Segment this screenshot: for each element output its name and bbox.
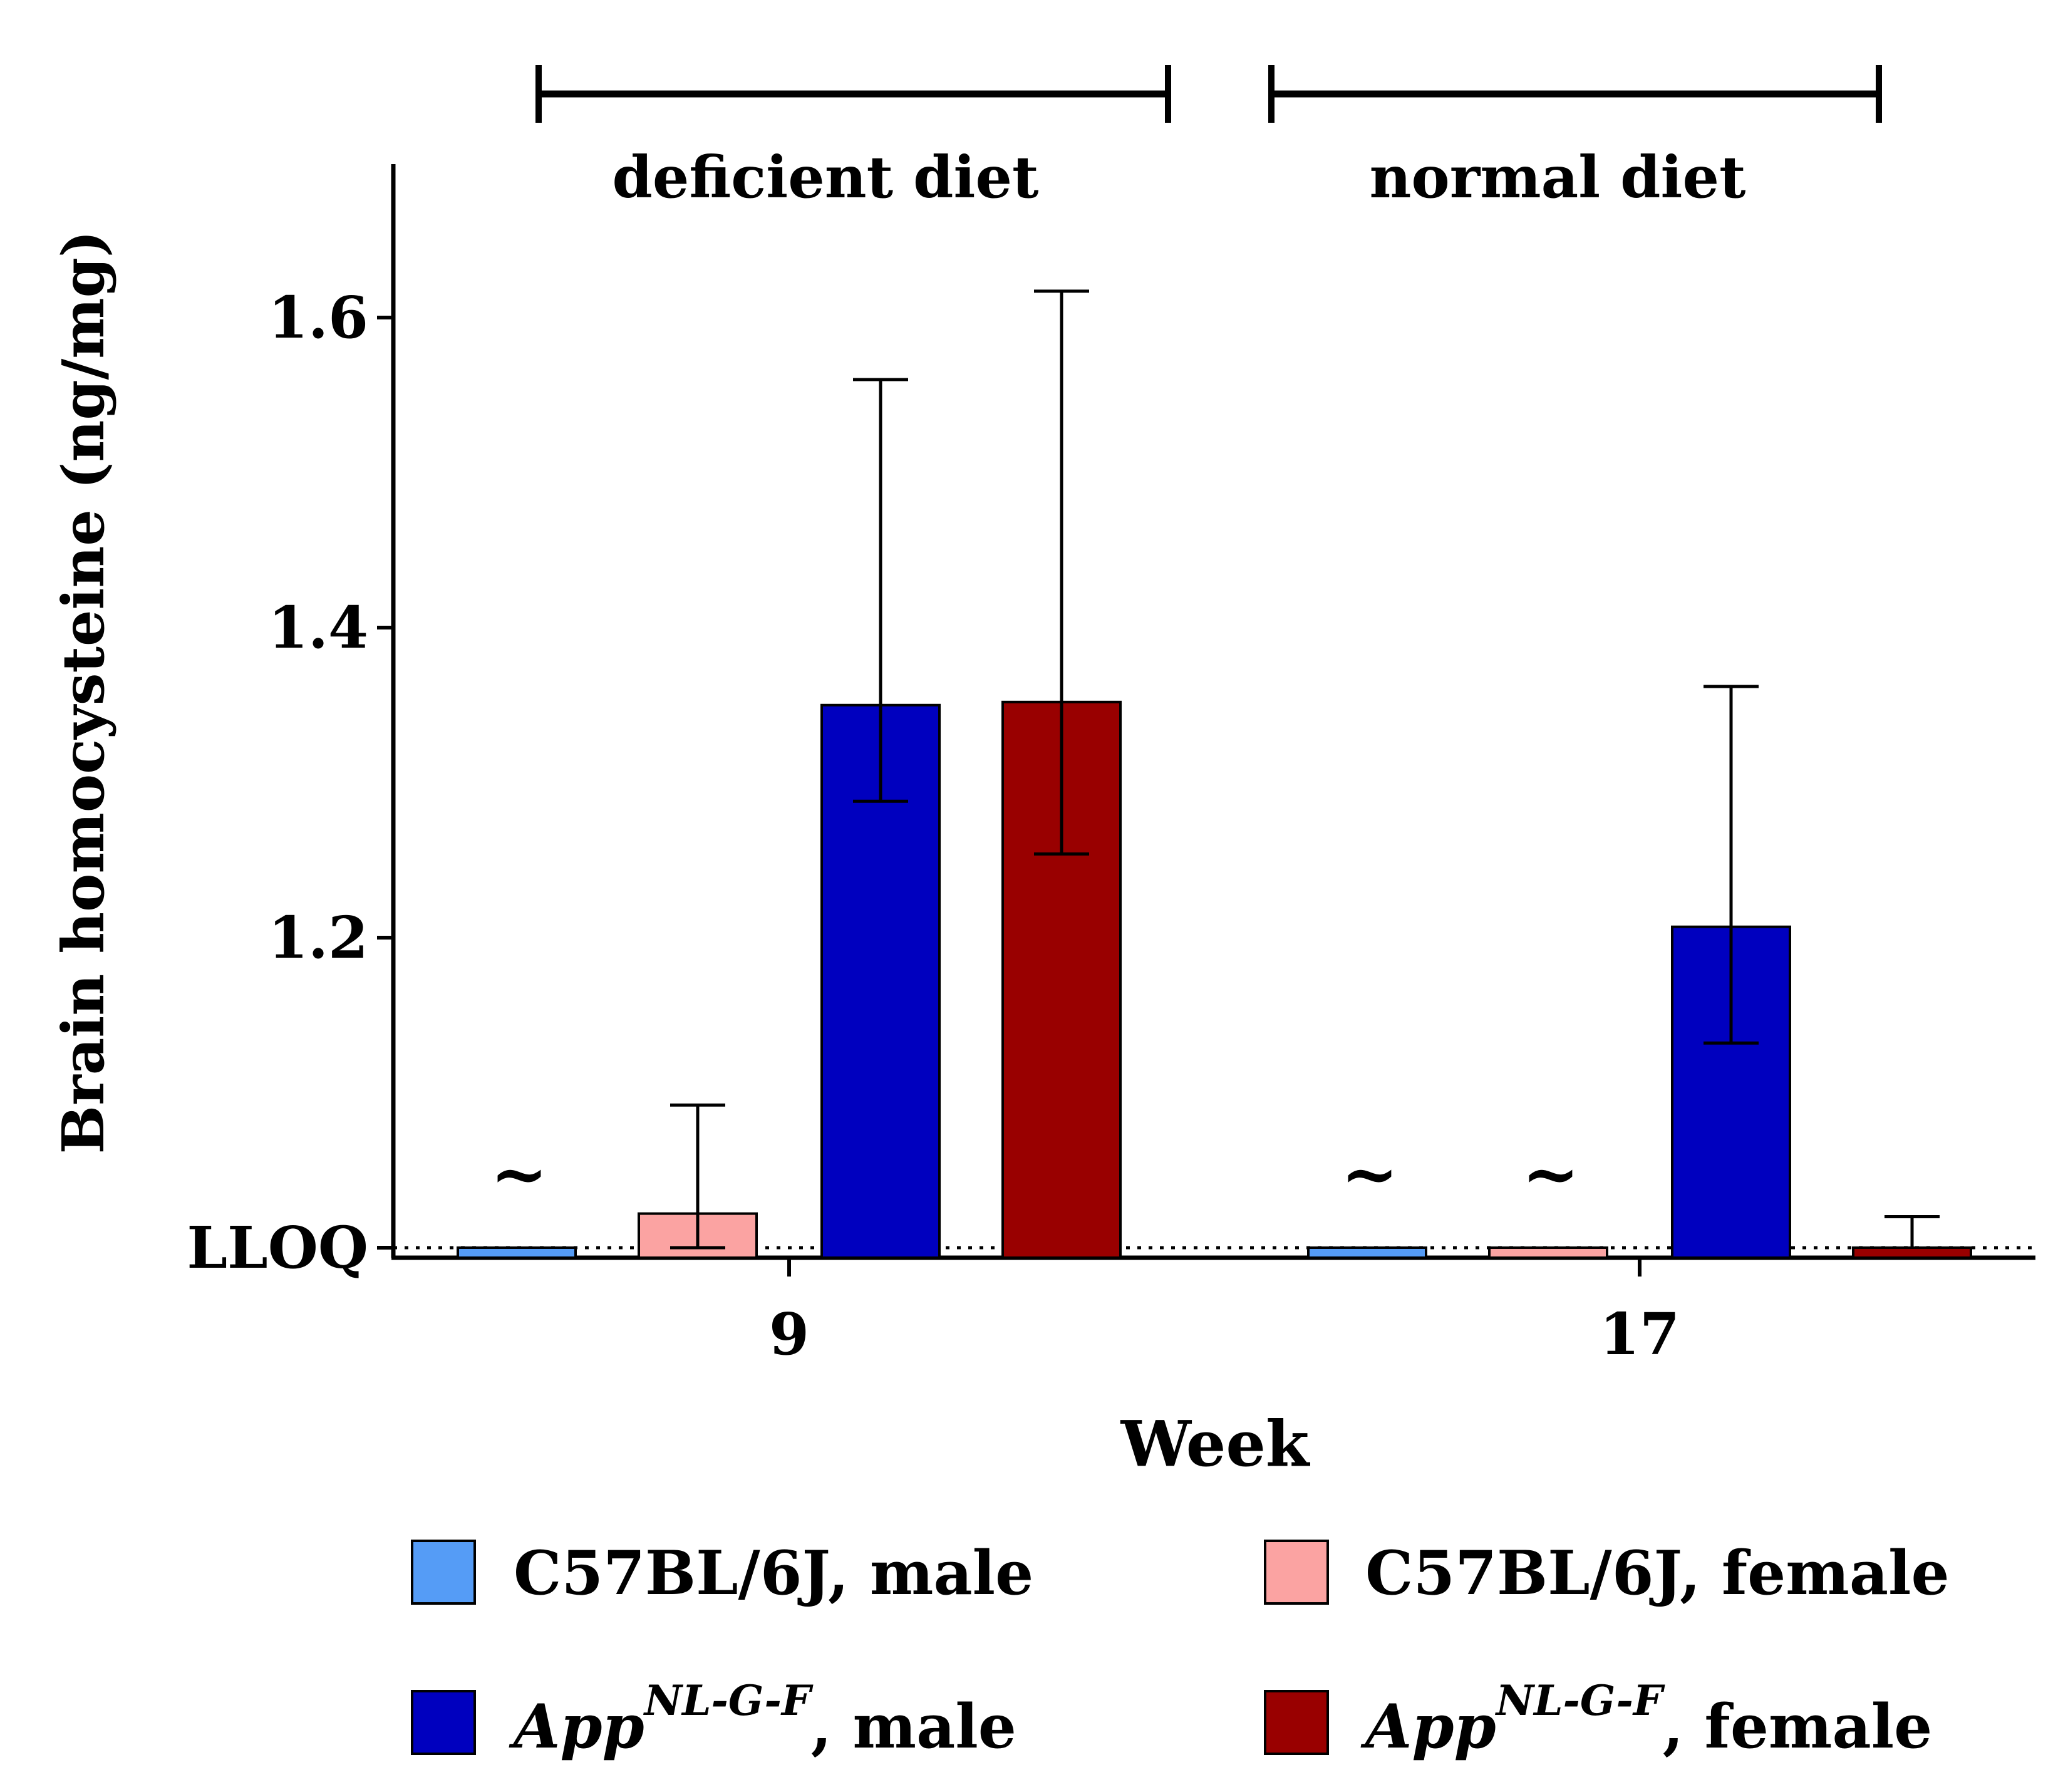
y-axis-title: Brain homocysteine (ng/mg) — [49, 230, 117, 1154]
x-tick-label-1: 17 — [1600, 1300, 1680, 1368]
x-axis-title: Week — [1120, 1407, 1310, 1481]
y-tick-label-3: 1.6 — [268, 284, 368, 351]
bar-app_male-0 — [820, 703, 941, 1259]
legend-superscript-app_male: NL-G-F — [643, 1676, 814, 1725]
legend-main-app_female: App — [1360, 1691, 1496, 1762]
legend-swatch-c57_male — [411, 1540, 476, 1605]
legend-swatch-app_female — [1264, 1690, 1329, 1755]
bar-c57_male-0 — [457, 1246, 577, 1259]
below-lloq-marker-c57_male-1: ~ — [1341, 1133, 1399, 1214]
x-tick-label-0: 9 — [769, 1300, 809, 1368]
legend-suffix-c57_female: , female — [1680, 1538, 1950, 1608]
legend-main-app_male: App — [509, 1691, 644, 1762]
y-tick-label-2: 1.4 — [268, 594, 368, 661]
bar-app_female-1 — [1852, 1246, 1972, 1259]
legend-main-c57_female: C57BL/6J — [1365, 1538, 1680, 1608]
legend-suffix-app_male: , male — [811, 1691, 1016, 1762]
legend-swatch-app_male — [411, 1690, 476, 1755]
legend-suffix-c57_male: , male — [828, 1538, 1033, 1608]
bar-c57_male-1 — [1307, 1246, 1427, 1259]
legend-superscript-app_female: NL-G-F — [1495, 1676, 1665, 1725]
legend-label-c57_male: C57BL/6J, male — [514, 1538, 1033, 1608]
below-lloq-marker-c57_male-0: ~ — [490, 1133, 548, 1214]
y-tick-label-1: 1.2 — [268, 904, 368, 971]
legend-label-app_female: AppNL-G-F, female — [1360, 1676, 1932, 1762]
group-label-1: normal diet — [1370, 143, 1746, 211]
group-label-0: deficient diet — [613, 143, 1039, 211]
below-lloq-marker-c57_female-1: ~ — [1522, 1133, 1580, 1214]
legend-label-c57_female: C57BL/6J, female — [1365, 1538, 1950, 1608]
legend-main-c57_male: C57BL/6J — [514, 1538, 829, 1608]
legend-suffix-app_female: , female — [1663, 1691, 1933, 1762]
legend-label-app_male: AppNL-G-F, male — [509, 1676, 1016, 1762]
y-tick-label-0: LLOQ — [187, 1214, 368, 1282]
bar-c57_female-1 — [1488, 1246, 1608, 1259]
legend-swatch-c57_female — [1264, 1540, 1329, 1605]
